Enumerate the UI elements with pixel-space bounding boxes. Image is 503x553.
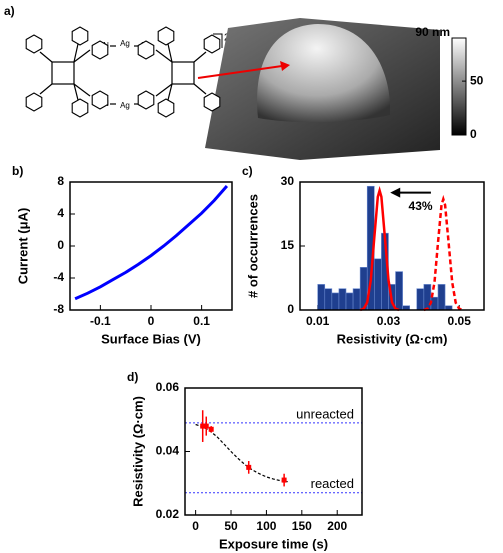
x-tick-label: 0.05: [448, 314, 472, 328]
bar: [416, 288, 425, 311]
y-tick-label: 0.04: [156, 444, 180, 458]
point: [208, 426, 214, 432]
reference-label: reacted: [311, 476, 354, 491]
x-tick-label: 0: [192, 519, 199, 533]
panel-label: b): [12, 164, 23, 178]
plot-frame: [299, 181, 485, 311]
ring: [91, 40, 109, 60]
y-tick-label: 30: [281, 174, 295, 188]
x-tick-label: -0.1: [90, 314, 111, 328]
point: [203, 423, 209, 429]
x-tick-label: 50: [224, 519, 238, 533]
bar: [324, 288, 333, 311]
bar: [352, 288, 361, 311]
atom: Ag: [120, 101, 130, 110]
point: [200, 423, 206, 429]
ring: [91, 90, 109, 110]
fit-curve: [195, 423, 288, 483]
y-axis-title: # of occurrences: [245, 194, 260, 298]
y-tick-label: 0: [57, 238, 64, 252]
panel-label: c): [242, 164, 253, 178]
x-tick-label: 0.03: [377, 314, 401, 328]
x-tick-label: 200: [327, 519, 347, 533]
x-axis-title: Exposure time (s): [219, 536, 328, 551]
bar: [395, 271, 403, 311]
fit-curve: [423, 194, 464, 312]
x-tick-label: 0.01: [306, 314, 330, 328]
y-axis-title: Current (μA): [15, 208, 30, 285]
colorbar-label: 90 nm: [415, 25, 450, 39]
ring: [157, 26, 175, 46]
data-line: [74, 185, 229, 301]
ring: [203, 34, 221, 54]
afm-dome: [257, 24, 391, 123]
x-tick-label: 100: [256, 519, 276, 533]
point: [281, 477, 287, 483]
x-tick-label: 150: [292, 519, 312, 533]
x-tick-label: 0.1: [193, 314, 210, 328]
bar: [317, 284, 326, 311]
ring: [137, 90, 155, 110]
ring: [71, 26, 89, 46]
arrow: [197, 65, 283, 79]
bar: [374, 258, 382, 311]
annotation-arrow-head: [390, 187, 401, 198]
ring: [203, 92, 221, 112]
ring: [157, 98, 175, 118]
panel-label: d): [127, 370, 138, 384]
reference-label: unreacted: [296, 406, 354, 421]
bar: [430, 296, 439, 311]
y-tick-label: 15: [281, 238, 295, 252]
atom: Ag: [120, 39, 130, 48]
ring: [25, 34, 43, 54]
colorbar: [451, 37, 467, 136]
y-tick-label: 0.06: [156, 380, 180, 394]
arrow-head: [280, 61, 290, 71]
y-axis-title: Resistivity (Ω·cm): [130, 396, 145, 507]
y-tick-label: 8: [57, 174, 64, 188]
plot-frame: [69, 181, 233, 311]
bar: [338, 288, 347, 311]
x-tick-label: 0: [148, 314, 155, 328]
bar: [437, 284, 446, 311]
y-tick-label: 0.02: [156, 507, 180, 521]
plot-frame: [184, 387, 363, 516]
bar: [423, 284, 432, 311]
y-tick-label: -4: [53, 270, 64, 284]
molecule: [39, 43, 207, 105]
fit-curve: [359, 185, 400, 312]
ring: [137, 40, 155, 60]
x-axis-title: Surface Bias (V): [101, 331, 201, 346]
panel-label: a): [4, 4, 15, 18]
y-tick-label: 4: [57, 206, 64, 220]
y-tick-label: 0: [287, 302, 294, 316]
ring: [71, 98, 89, 118]
bar: [331, 292, 340, 311]
y-tick-label: -8: [53, 302, 64, 316]
bar: [345, 292, 354, 311]
colorbar-label: 0: [470, 127, 477, 141]
annotation: 43%: [409, 199, 433, 213]
x-axis-title: Resistivity (Ω·cm): [337, 331, 448, 346]
ring: [25, 92, 43, 112]
bracket: [213, 33, 223, 48]
colorbar-label: 50: [470, 73, 484, 87]
point: [246, 464, 252, 470]
